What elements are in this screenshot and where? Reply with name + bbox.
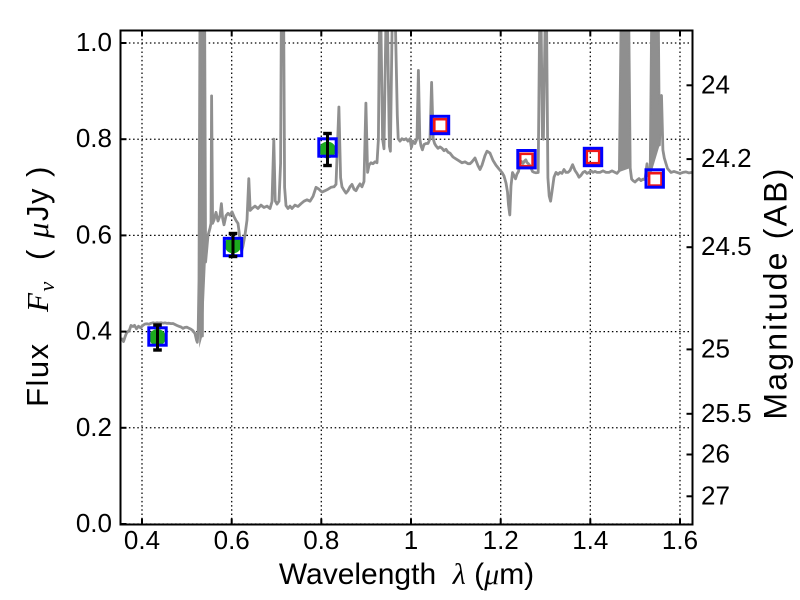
svg-text:Magnitude (AB): Magnitude (AB) [758,166,794,419]
svg-text:Flux Fν ( μJy ): Flux Fν ( μJy ) [20,165,59,407]
svg-text:0.8: 0.8 [303,525,339,555]
svg-text:0.8: 0.8 [76,123,112,153]
svg-text:25: 25 [701,333,730,363]
svg-text:24.2: 24.2 [701,143,752,173]
svg-text:1: 1 [404,525,418,555]
svg-text:0.0: 0.0 [76,508,112,538]
svg-text:1.6: 1.6 [662,525,698,555]
svg-text:0.6: 0.6 [214,525,250,555]
svg-text:24: 24 [701,69,730,99]
svg-text:1.4: 1.4 [572,525,608,555]
svg-text:25.5: 25.5 [701,398,752,428]
svg-text:1.2: 1.2 [483,525,519,555]
svg-text:0.6: 0.6 [76,219,112,249]
svg-text:Wavelength λ (μm): Wavelength λ (μm) [279,558,534,591]
svg-text:1.0: 1.0 [76,27,112,57]
svg-text:0.2: 0.2 [76,412,112,442]
svg-text:24.5: 24.5 [701,231,752,261]
svg-text:0.4: 0.4 [124,525,160,555]
svg-text:0.4: 0.4 [76,316,112,346]
svg-text:26: 26 [701,439,730,469]
svg-text:27: 27 [701,480,730,510]
